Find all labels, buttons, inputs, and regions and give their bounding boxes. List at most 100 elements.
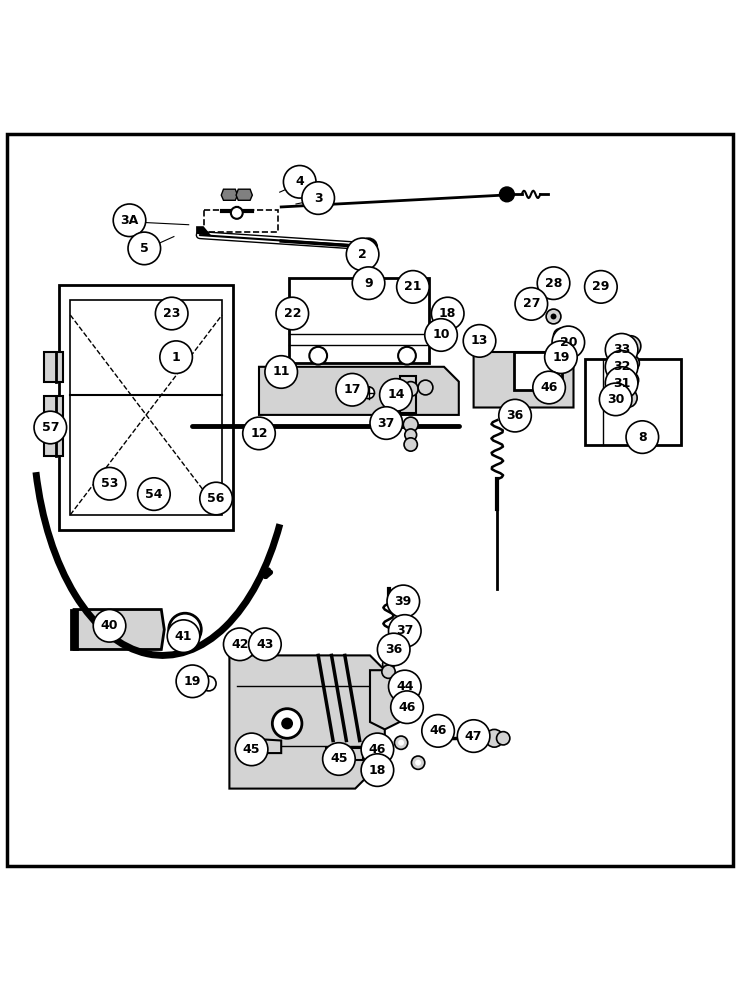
Circle shape: [500, 187, 514, 202]
Circle shape: [167, 620, 200, 652]
Circle shape: [374, 738, 380, 743]
Circle shape: [431, 297, 464, 330]
Bar: [71, 610, 77, 649]
Circle shape: [394, 736, 408, 749]
Text: 11: 11: [272, 365, 290, 378]
Circle shape: [276, 297, 309, 330]
Text: 14: 14: [387, 388, 405, 401]
Text: 1: 1: [172, 351, 181, 364]
Text: 9: 9: [364, 277, 373, 290]
Text: 20: 20: [559, 336, 577, 349]
Text: 45: 45: [243, 743, 260, 756]
Circle shape: [624, 394, 631, 402]
Text: 42: 42: [231, 638, 249, 651]
Text: 10: 10: [432, 328, 450, 341]
Circle shape: [497, 732, 510, 745]
Text: 46: 46: [540, 381, 558, 394]
Circle shape: [485, 729, 503, 747]
Text: 8: 8: [638, 431, 647, 444]
Circle shape: [405, 429, 417, 441]
Polygon shape: [474, 352, 574, 408]
Text: 21: 21: [404, 280, 422, 293]
Text: 46: 46: [398, 701, 416, 714]
Bar: [59, 285, 233, 530]
Circle shape: [404, 438, 417, 451]
Text: 4: 4: [295, 175, 304, 188]
Circle shape: [463, 325, 496, 357]
Text: 40: 40: [101, 619, 118, 632]
Circle shape: [138, 478, 170, 510]
Circle shape: [249, 628, 281, 661]
Circle shape: [551, 314, 556, 319]
Circle shape: [499, 399, 531, 432]
Text: 18: 18: [369, 764, 386, 777]
Circle shape: [387, 585, 420, 618]
Circle shape: [554, 328, 568, 343]
Circle shape: [346, 238, 379, 271]
Text: 3A: 3A: [121, 214, 138, 227]
Circle shape: [382, 665, 395, 678]
Circle shape: [533, 371, 565, 404]
Polygon shape: [326, 748, 363, 760]
Text: 22: 22: [283, 307, 301, 320]
Circle shape: [388, 615, 421, 647]
Circle shape: [618, 388, 637, 408]
Circle shape: [160, 341, 192, 373]
Circle shape: [620, 336, 641, 356]
Circle shape: [370, 407, 403, 439]
Circle shape: [34, 411, 67, 444]
Text: 36: 36: [506, 409, 524, 422]
Text: 12: 12: [250, 427, 268, 440]
Circle shape: [93, 610, 126, 642]
Circle shape: [360, 238, 377, 256]
Circle shape: [605, 334, 638, 366]
Circle shape: [599, 383, 632, 416]
Text: 3: 3: [314, 192, 323, 205]
Bar: [44, 426, 63, 456]
Circle shape: [546, 309, 561, 324]
Circle shape: [113, 204, 146, 237]
Circle shape: [411, 756, 425, 769]
Text: 2: 2: [358, 248, 367, 261]
Circle shape: [128, 232, 161, 265]
Text: 32: 32: [613, 360, 630, 373]
Circle shape: [265, 356, 297, 388]
Circle shape: [585, 271, 617, 303]
Polygon shape: [244, 738, 281, 753]
Text: 44: 44: [396, 680, 414, 693]
Polygon shape: [221, 189, 238, 200]
Polygon shape: [370, 670, 403, 729]
Circle shape: [388, 670, 421, 703]
Text: 43: 43: [256, 638, 274, 651]
Circle shape: [422, 715, 454, 747]
Circle shape: [391, 691, 423, 723]
Text: 27: 27: [522, 297, 540, 310]
Text: 41: 41: [175, 630, 192, 643]
Circle shape: [283, 166, 316, 198]
Text: 5: 5: [140, 242, 149, 255]
Circle shape: [380, 379, 412, 411]
Circle shape: [243, 417, 275, 450]
Circle shape: [257, 640, 270, 653]
Circle shape: [515, 288, 548, 320]
Text: 33: 33: [613, 343, 630, 356]
Circle shape: [363, 387, 374, 399]
Circle shape: [534, 303, 539, 309]
Text: 29: 29: [592, 280, 610, 293]
Bar: [514, 352, 562, 390]
Text: 19: 19: [552, 351, 570, 364]
Circle shape: [352, 267, 385, 299]
Text: 17: 17: [343, 383, 361, 396]
Circle shape: [361, 754, 394, 786]
Circle shape: [272, 709, 302, 738]
Circle shape: [371, 734, 384, 747]
Circle shape: [176, 665, 209, 698]
Circle shape: [628, 377, 633, 383]
Text: 31: 31: [613, 377, 630, 390]
Circle shape: [235, 733, 268, 766]
Circle shape: [457, 720, 490, 752]
Circle shape: [223, 628, 256, 661]
Circle shape: [537, 267, 570, 299]
Circle shape: [361, 733, 394, 766]
Circle shape: [232, 640, 245, 653]
